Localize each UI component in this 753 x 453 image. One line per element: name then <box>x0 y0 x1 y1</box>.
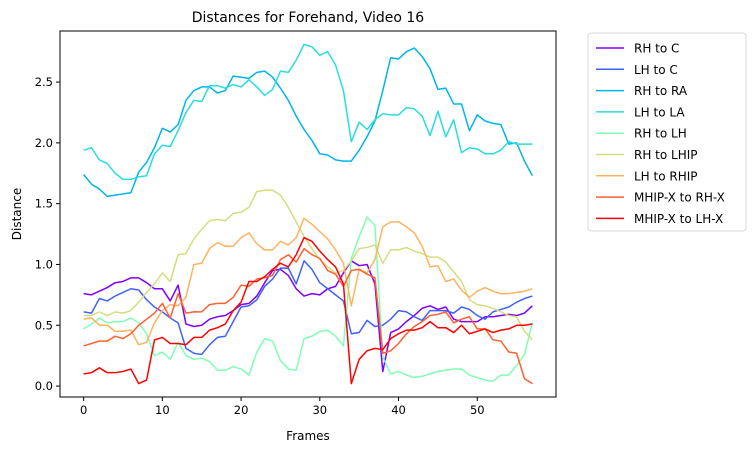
plot-area: 0 10 20 30 40 50 0.0 0.5 1.0 1.5 2.0 2.5 <box>35 30 557 417</box>
series-line-6 <box>83 189 533 341</box>
series-line-2 <box>83 260 533 356</box>
chart-title: Distances for Forehand, Video 16 <box>192 10 425 26</box>
series-line-9 <box>83 236 533 385</box>
y-tick-label: 2.0 <box>35 136 53 150</box>
legend-label-5: RH to LH <box>634 127 687 141</box>
plot-frame <box>59 30 557 398</box>
series-line-4 <box>83 43 533 181</box>
y-tick-label: 1.0 <box>35 257 53 271</box>
series-line-5 <box>83 216 534 382</box>
series-lines <box>83 43 534 385</box>
x-tick-label: 50 <box>470 403 485 417</box>
legend-frame <box>587 32 747 232</box>
legend-label-4: LH to LA <box>634 105 685 119</box>
x-tick-label: 0 <box>80 403 87 417</box>
x-tick-label: 40 <box>391 403 406 417</box>
legend-label-6: RH to LHIP <box>634 148 698 162</box>
legend-label-9: MHIP-X to LH-X <box>634 212 723 226</box>
x-tick-label: 20 <box>234 403 249 417</box>
series-line-8 <box>83 247 533 385</box>
legend-label-7: LH to RHIP <box>634 169 698 183</box>
legend-label-2: LH to C <box>634 63 678 77</box>
y-axis-label: Distance <box>10 188 24 240</box>
x-tick-label: 30 <box>312 403 327 417</box>
series-line-7 <box>83 217 533 346</box>
y-tick-label: 0.5 <box>35 318 53 332</box>
legend-label-1: RH to C <box>634 42 679 56</box>
legend-label-8: MHIP-X to RH-X <box>634 191 725 205</box>
y-axis: 0.0 0.5 1.0 1.5 2.0 2.5 <box>35 75 60 393</box>
y-tick-label: 1.5 <box>35 197 53 211</box>
x-axis-label: Frames <box>286 429 330 443</box>
x-tick-label: 10 <box>155 403 170 417</box>
y-tick-label: 0.0 <box>35 379 53 393</box>
legend-label-3: RH to RA <box>634 84 688 98</box>
y-tick-label: 2.5 <box>35 75 53 89</box>
x-axis: 0 10 20 30 40 50 <box>80 397 485 417</box>
legend: RH to C LH to C RH to RA LH to LA RH to LH RH… <box>587 32 747 232</box>
series-line-3 <box>83 47 534 198</box>
